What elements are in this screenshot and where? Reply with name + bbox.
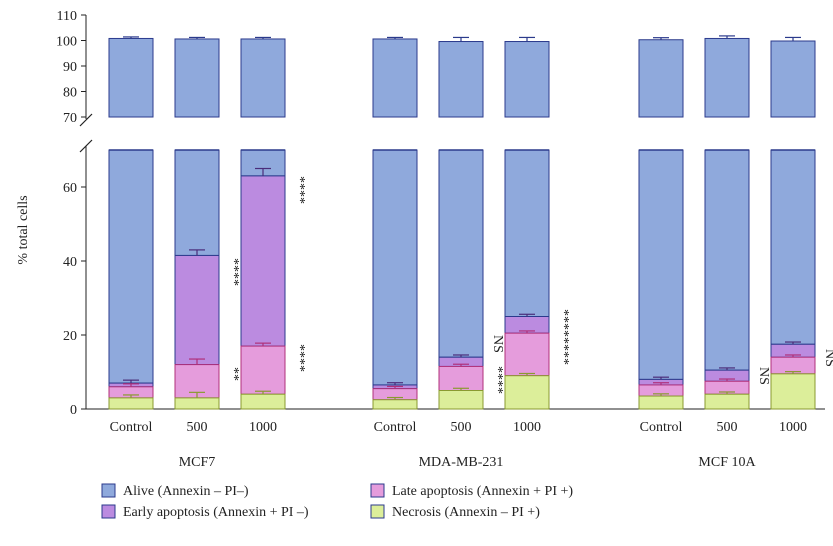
- y-tick-label: 40: [63, 255, 77, 270]
- y-tick-label: 20: [63, 329, 77, 344]
- bar-alive-upper: [770, 40, 816, 118]
- bar-alive-upper: [372, 38, 418, 118]
- bar-alive-upper: [174, 38, 220, 118]
- bar-alive-lower: [638, 149, 684, 380]
- bar-alive-lower: [174, 149, 220, 256]
- bar-alive-upper: [438, 41, 484, 118]
- x-tick-label: 500: [187, 420, 208, 435]
- bar-alive-upper: [504, 41, 550, 118]
- bar-alive-upper: [638, 39, 684, 118]
- bar-necrosis: [770, 373, 816, 410]
- y-tick-label: 80: [63, 86, 77, 101]
- legend-swatch: [101, 483, 116, 498]
- bar-early: [240, 175, 286, 347]
- significance-annotation: **: [226, 367, 241, 381]
- bar-alive-lower: [240, 149, 286, 177]
- bar-late: [504, 332, 550, 377]
- bar-alive-lower: [108, 149, 154, 384]
- bar-alive-lower: [438, 149, 484, 358]
- bar-alive-upper: [240, 38, 286, 118]
- bar-alive-lower: [704, 149, 750, 371]
- bar-necrosis: [504, 375, 550, 410]
- significance-annotation: ****: [490, 366, 505, 394]
- significance-annotation: NS: [822, 349, 833, 367]
- legend-swatch: [101, 504, 116, 519]
- group-label: MDA-MB-231: [419, 455, 504, 470]
- x-tick-label: Control: [374, 420, 417, 435]
- bar-necrosis: [240, 393, 286, 410]
- group-label: MCF7: [179, 455, 216, 470]
- y-tick-label: 90: [63, 60, 77, 75]
- bar-alive-upper: [108, 37, 154, 118]
- legend-swatch: [370, 483, 385, 498]
- bar-necrosis: [108, 397, 154, 410]
- legend-swatch: [370, 504, 385, 519]
- bar-early: [174, 254, 220, 366]
- group-label: MCF 10A: [698, 455, 756, 470]
- y-tick-label: 110: [57, 9, 77, 24]
- significance-annotation: NS: [490, 335, 505, 353]
- x-tick-label: 1000: [779, 420, 807, 435]
- significance-annotation: ********: [556, 309, 571, 365]
- bar-necrosis: [174, 397, 220, 410]
- bar-late: [438, 365, 484, 392]
- bar-necrosis: [704, 393, 750, 410]
- bar-necrosis: [438, 390, 484, 410]
- x-tick-label: 500: [717, 420, 738, 435]
- x-tick-label: 1000: [513, 420, 541, 435]
- significance-annotation: NS: [756, 367, 771, 385]
- y-axis-title: % total cells: [16, 195, 31, 264]
- bar-necrosis: [638, 395, 684, 410]
- legend-label: Alive (Annexin – PI–): [123, 484, 249, 499]
- axis-break-mark-lower: [79, 139, 93, 153]
- bar-late: [240, 345, 286, 395]
- x-tick-label: Control: [640, 420, 683, 435]
- legend-label: Late apoptosis (Annexin + PI +): [392, 484, 573, 499]
- bar-alive-lower: [504, 149, 550, 317]
- y-tick-label: 60: [63, 181, 77, 196]
- bar-alive-lower: [770, 149, 816, 345]
- x-tick-label: 1000: [249, 420, 277, 435]
- y-tick-label: 70: [63, 111, 77, 126]
- significance-annotation: ****: [292, 176, 307, 204]
- x-tick-label: Control: [110, 420, 153, 435]
- significance-annotation: ****: [292, 344, 307, 372]
- y-tick-label: 100: [56, 35, 77, 50]
- legend-label: Necrosis (Annexin – PI +): [392, 505, 540, 520]
- y-tick-label: 0: [70, 403, 77, 418]
- significance-annotation: ****: [226, 258, 241, 286]
- axis-break-mark-upper: [79, 113, 93, 127]
- bar-alive-upper: [704, 37, 750, 118]
- bar-necrosis: [372, 399, 418, 410]
- bar-alive-lower: [372, 149, 418, 386]
- x-tick-label: 500: [451, 420, 472, 435]
- legend-label: Early apoptosis (Annexin + PI –): [123, 505, 309, 520]
